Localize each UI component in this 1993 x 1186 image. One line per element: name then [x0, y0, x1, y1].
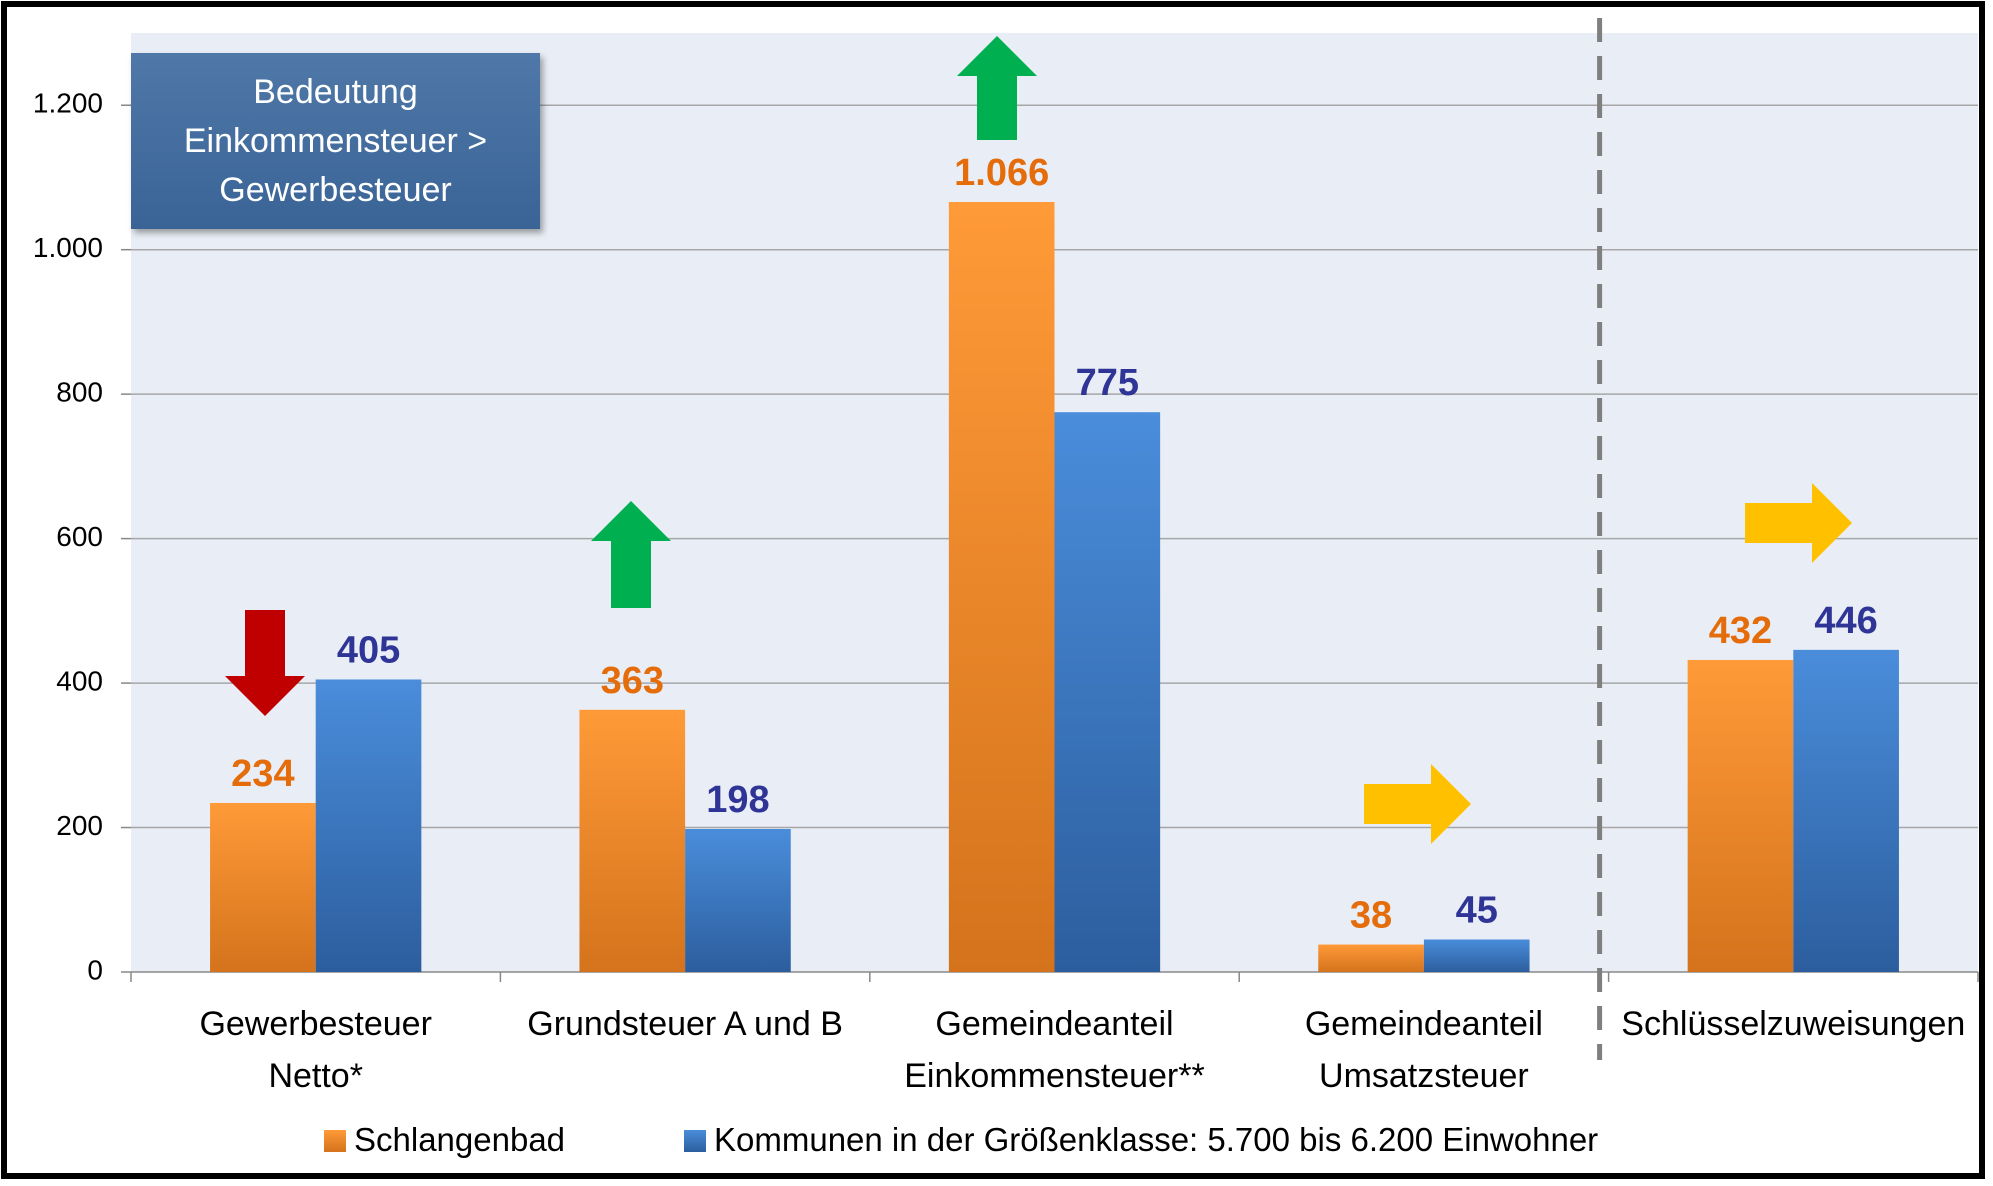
trend-arrow [225, 610, 305, 716]
bar [1687, 659, 1794, 972]
trend-arrow [1364, 764, 1471, 844]
legend-label: Kommunen in der Größenklasse: 5.700 bis … [714, 1121, 1599, 1158]
trend-arrow [591, 501, 671, 608]
data-label: 234 [231, 753, 294, 795]
bar [315, 679, 422, 972]
bar [1318, 944, 1424, 972]
legend-swatch [324, 1130, 346, 1152]
data-label: 405 [337, 629, 400, 671]
y-tick-label: 400 [56, 665, 103, 696]
x-tick-label: Schlüsselzuweisungen [1621, 1005, 1966, 1043]
bar [948, 202, 1055, 972]
bar [1054, 412, 1161, 972]
data-label: 198 [706, 779, 769, 821]
x-tick-label: Gemeindeanteil Umsatzsteuer [1304, 1005, 1543, 1095]
bar [1423, 939, 1530, 972]
bar [210, 802, 316, 972]
data-label: 38 [1350, 895, 1392, 937]
y-tick-label: 1.000 [33, 232, 103, 263]
data-label: 1.066 [954, 152, 1049, 194]
data-label: 45 [1456, 890, 1498, 932]
trend-arrow [1745, 483, 1852, 563]
bar [685, 828, 791, 972]
x-tick-label: Gemeindeanteil Einkommensteuer** [904, 1005, 1205, 1095]
x-tick-label: Grundsteuer A und B [527, 1005, 843, 1043]
trend-arrow [957, 36, 1037, 140]
bar [1793, 649, 1899, 972]
y-tick-label: 200 [56, 810, 103, 841]
y-tick-label: 0 [87, 954, 103, 985]
legend-swatch [684, 1130, 706, 1152]
y-tick-label: 1.200 [33, 88, 103, 119]
annotation: Bedeutung Einkommensteuer > Gewerbesteue… [131, 53, 540, 229]
bar [579, 709, 686, 972]
legend-label: Schlangenbad [354, 1121, 566, 1158]
y-tick-label: 600 [56, 521, 103, 552]
data-label: 775 [1076, 362, 1139, 404]
x-tick-label: Gewerbesteuer Netto* [199, 1005, 432, 1095]
data-label: 446 [1814, 600, 1877, 642]
data-label: 432 [1709, 610, 1772, 652]
data-label: 363 [601, 660, 664, 702]
y-tick-label: 800 [56, 377, 103, 408]
